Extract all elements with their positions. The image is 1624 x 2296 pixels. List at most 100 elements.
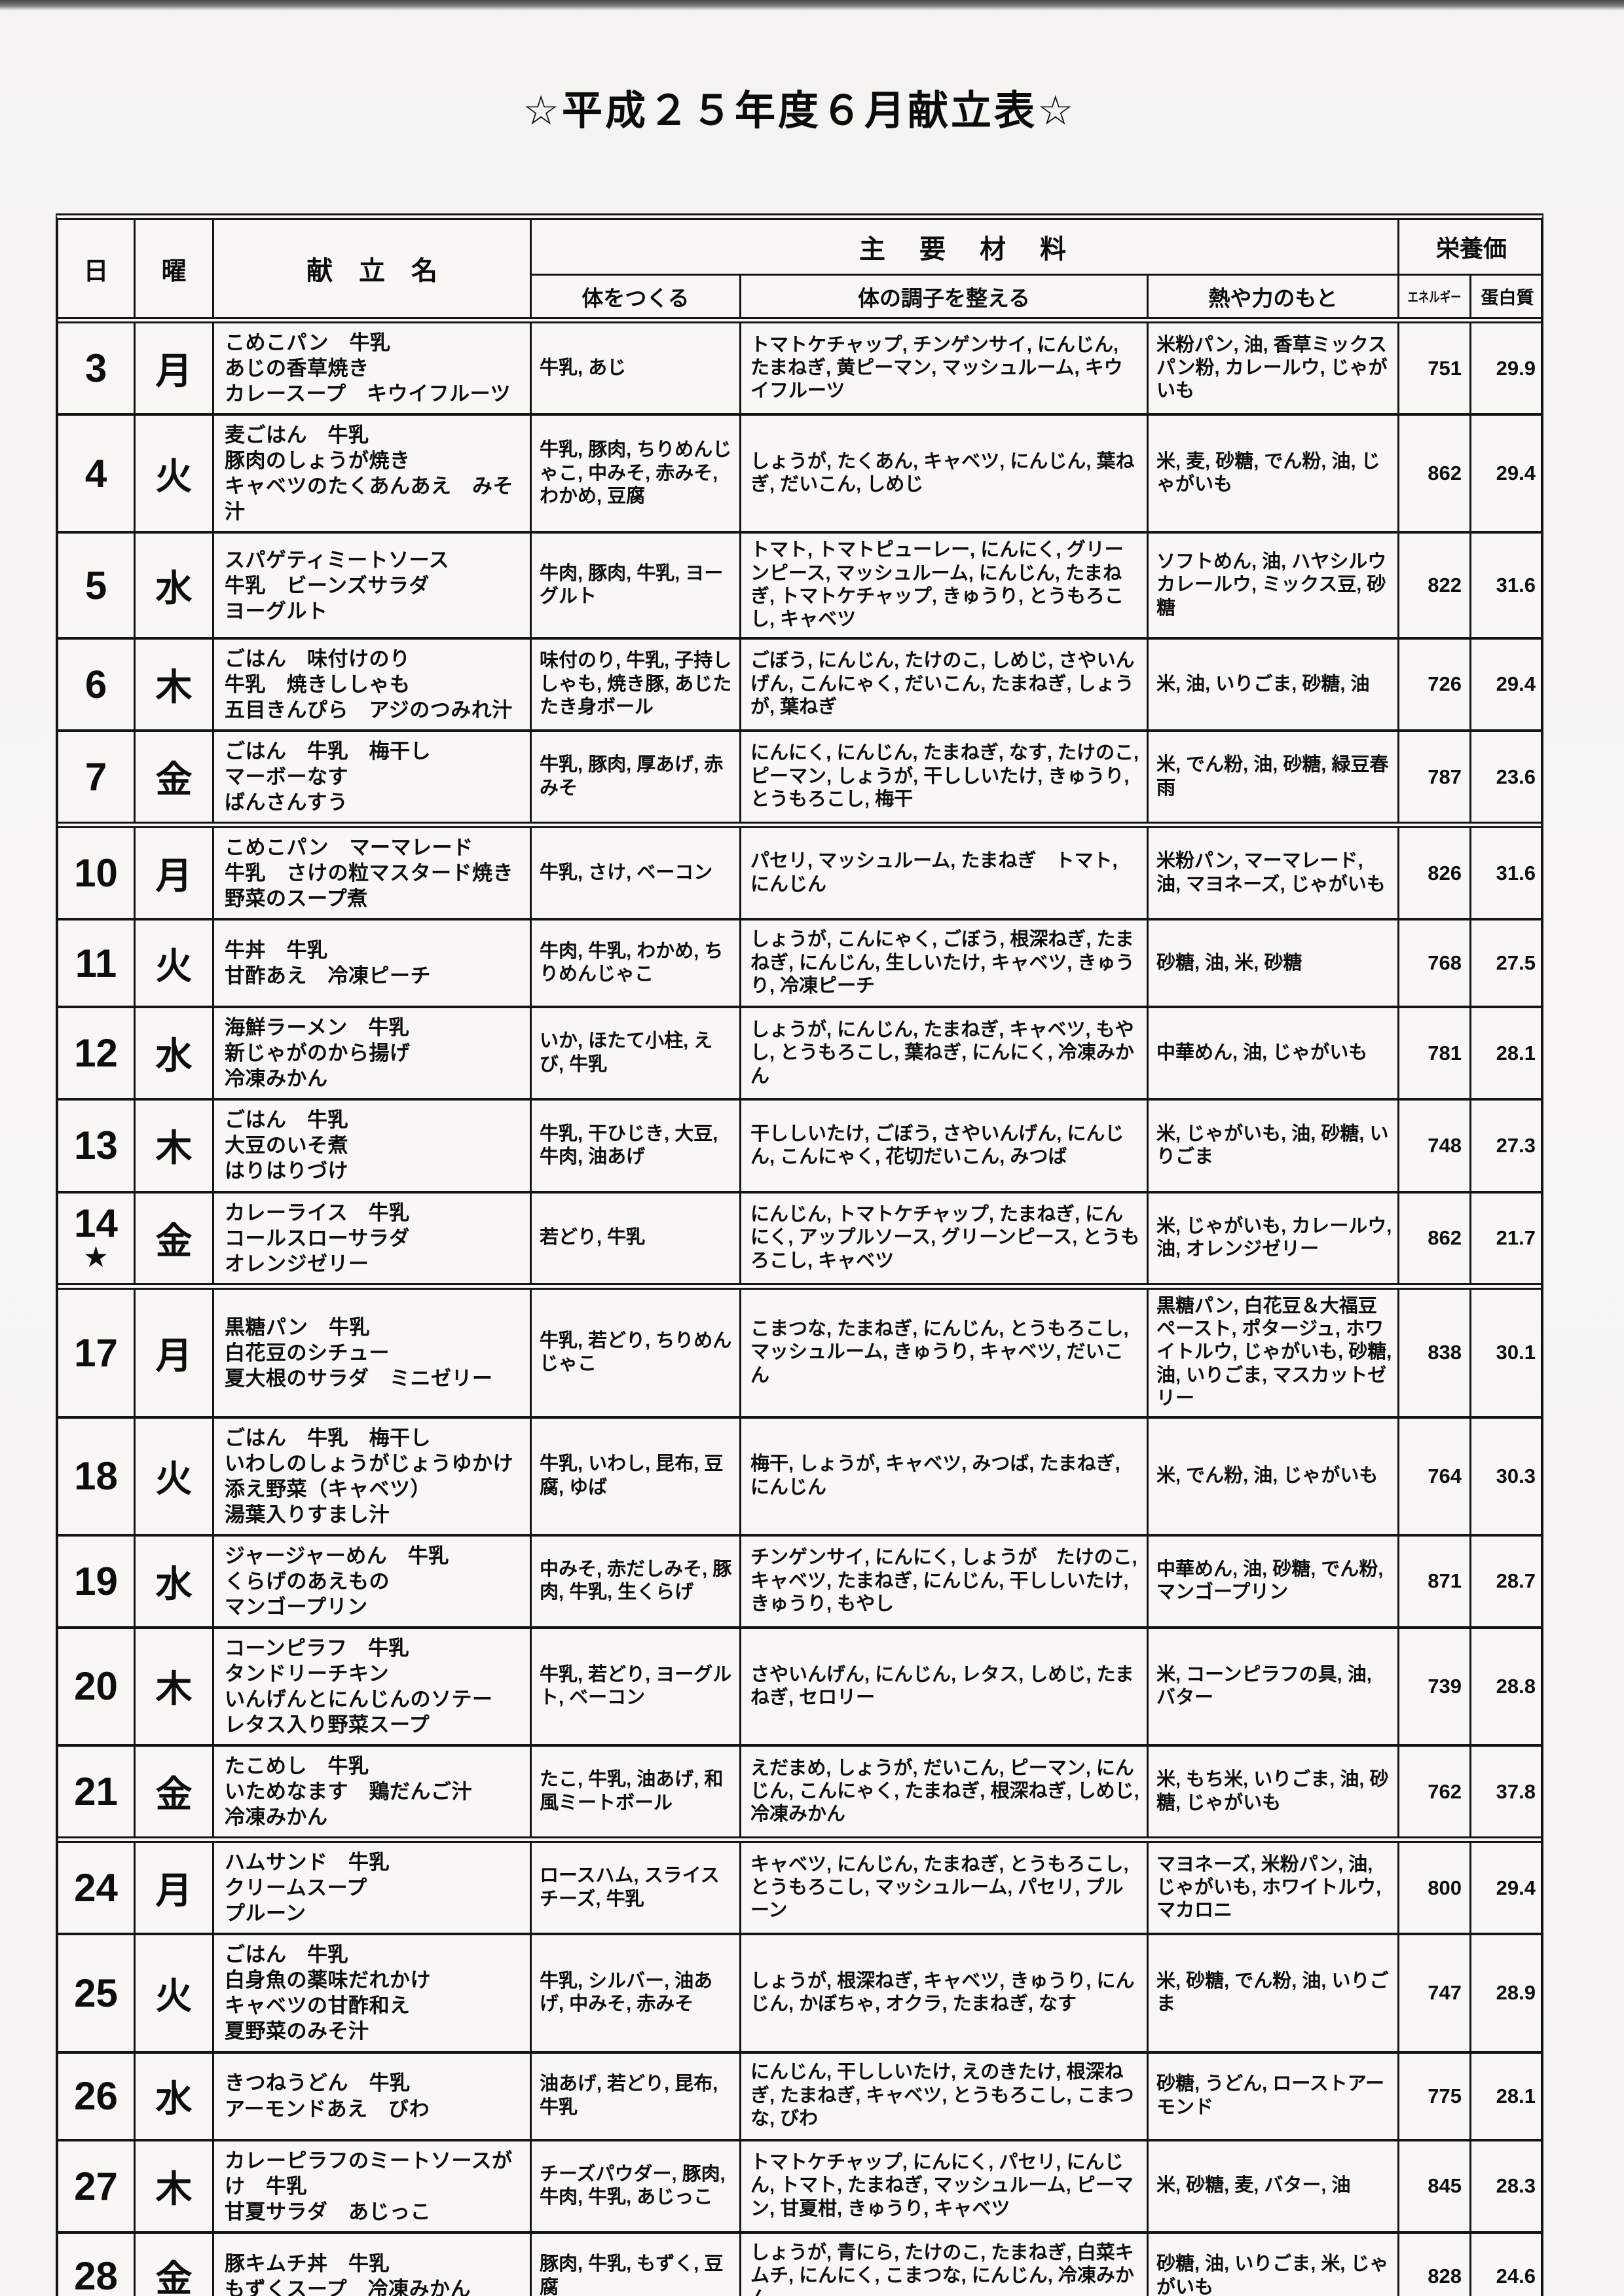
- day-number: 13: [74, 1123, 118, 1168]
- cell-protein: 28.8: [1469, 1628, 1543, 1745]
- cell-weekday: 月: [134, 323, 212, 414]
- cell-regulate-body: 梅干, しょうが, キャベツ, みつば, たまねぎ, にんじん: [739, 1418, 1147, 1534]
- cell-day: 24: [58, 1843, 134, 1933]
- cell-energy-kcal: 751: [1397, 323, 1469, 414]
- cell-protein: 28.1: [1469, 1008, 1543, 1099]
- cell-day: 25: [58, 1935, 134, 2050]
- cell-energy-source: 米, コーンピラフの具, 油, バター: [1147, 1628, 1397, 1745]
- cell-menu-name: カレーライス 牛乳 コールスローサラダ オレンジゼリー: [212, 1193, 530, 1283]
- cell-energy-kcal: 862: [1397, 416, 1469, 532]
- cell-protein: 23.6: [1469, 731, 1543, 822]
- star-icon: ★: [83, 1241, 109, 1273]
- table-row: 11 火 牛丼 牛乳 甘酢あえ 冷凍ピーチ 牛肉, 牛乳, わかめ, ちりめんじ…: [58, 918, 1541, 1006]
- cell-weekday: 火: [134, 1418, 212, 1534]
- cell-regulate-body: 干ししいたけ, ごぼう, さやいんげん, にんじん, こんにゃく, 花切だいこん…: [739, 1101, 1147, 1191]
- cell-protein: 28.1: [1469, 2053, 1543, 2139]
- cell-protein: 29.4: [1469, 1843, 1543, 1933]
- cell-menu-name: ごはん 牛乳 梅干し マーボーなす ばんさんすう: [212, 731, 530, 822]
- table-header: 日 曜 献 立 名 主 要 材 料 栄養価 体をつくる 体の調子を整える 熱や力…: [58, 220, 1543, 317]
- cell-menu-name: たこめし 牛乳 いためなます 鶏だんご汁 冷凍みかん: [212, 1747, 530, 1837]
- cell-regulate-body: にんにく, にんじん, たまねぎ, なす, たけのこ, ピーマン, しょうが, …: [739, 731, 1147, 822]
- cell-energy-source: 砂糖, 油, いりごま, 米, じゃがいも: [1147, 2233, 1397, 2296]
- table-row: 20 木 コーンピラフ 牛乳 タンドリーチキン いんげんとにんじんのソテー レタ…: [58, 1626, 1543, 1745]
- day-number: 18: [74, 1454, 118, 1499]
- day-number: 11: [75, 941, 117, 985]
- menu-table: 日 曜 献 立 名 主 要 材 料 栄養価 体をつくる 体の調子を整える 熱や力…: [56, 213, 1543, 2296]
- cell-day: 3: [58, 323, 134, 413]
- cell-energy-source: 米, じゃがいも, 油, 砂糖, いりごま: [1147, 1101, 1397, 1191]
- cell-menu-name: 麦ごはん 牛乳 豚肉のしょうが焼き キャベツのたくあんあえ みそ汁: [212, 416, 530, 532]
- cell-protein: 29.9: [1469, 323, 1543, 414]
- day-number: 10: [74, 851, 118, 896]
- cell-energy-source: 米, 麦, 砂糖, でん粉, 油, じゃがいも: [1147, 416, 1397, 532]
- cell-day: 12: [58, 1008, 134, 1098]
- cell-energy-source: 米粉パン, マーマレード, 油, マヨネーズ, じゃがいも: [1147, 828, 1397, 919]
- day-number: 27: [74, 2164, 118, 2208]
- cell-weekday: 水: [134, 1536, 212, 1626]
- cell-energy-kcal: 775: [1397, 2053, 1469, 2139]
- day-number: 20: [74, 1664, 118, 1709]
- cell-protein: 28.3: [1469, 2141, 1543, 2231]
- col-header-nutrition: 栄養価: [1397, 220, 1543, 274]
- cell-energy-kcal: 822: [1397, 534, 1469, 637]
- cell-regulate-body: ごぼう, にんじん, たけのこ, しめじ, さやいんげん, こんにゃく, だいこ…: [739, 639, 1147, 729]
- day-number: 4: [84, 451, 107, 496]
- cell-energy-source: 中華めん, 油, じゃがいも: [1147, 1008, 1397, 1099]
- cell-regulate-body: さやいんげん, にんじん, レタス, しめじ, たまねぎ, セロリー: [739, 1628, 1147, 1745]
- table-row: 17 月 黒糖パン 牛乳 白花豆のシチュー 夏大根のサラダ ミニゼリー 牛乳, …: [58, 1283, 1541, 1416]
- cell-weekday: 水: [134, 1008, 212, 1099]
- table-row: 5 水 スパゲティミートソース 牛乳 ビーンズサラダ ヨーグルト 牛肉, 豚肉,…: [58, 531, 1541, 637]
- cell-day: 13: [58, 1101, 134, 1190]
- cell-build-body: 豚肉, 牛乳, もずく, 豆腐: [530, 2233, 739, 2296]
- cell-energy-source: 米, でん粉, 油, じゃがいも: [1147, 1418, 1397, 1534]
- cell-day: 20: [58, 1629, 134, 1744]
- cell-regulate-body: しょうが, にんじん, たまねぎ, キャベツ, もやし, とうもろこし, 葉ねぎ…: [739, 1008, 1147, 1099]
- cell-weekday: 火: [134, 416, 212, 532]
- cell-weekday: 木: [134, 639, 212, 729]
- cell-protein: 29.4: [1469, 639, 1543, 729]
- cell-energy-kcal: 871: [1397, 1536, 1469, 1626]
- cell-day: 10: [58, 828, 134, 918]
- day-number: 25: [74, 1971, 118, 2015]
- day-number: 7: [84, 755, 107, 799]
- cell-protein: 31.6: [1469, 828, 1543, 919]
- cell-energy-kcal: 838: [1397, 1289, 1469, 1416]
- cell-protein: 30.1: [1469, 1289, 1543, 1416]
- day-number: 26: [74, 2074, 118, 2119]
- page-title: ☆平成２５年度６月献立表☆: [523, 88, 1077, 134]
- cell-regulate-body: パセリ, マッシュルーム, たまねぎ トマト, にんじん: [739, 828, 1147, 919]
- cell-day: 18: [58, 1419, 134, 1534]
- col-header-energy-source: 熱や力のもと: [1147, 274, 1397, 317]
- table-row: 13 木 ごはん 牛乳 大豆のいそ煮 はりはりづけ 牛乳, 干ひじき, 大豆, …: [58, 1098, 1541, 1191]
- cell-weekday: 木: [134, 1101, 212, 1191]
- cell-build-body: 牛乳, 豚肉, 厚あげ, 赤みそ: [530, 731, 739, 822]
- cell-energy-source: 米, じゃがいも, カレールウ, 油, オレンジゼリー: [1147, 1193, 1397, 1283]
- cell-protein: 30.3: [1469, 1418, 1543, 1534]
- col-header-weekday: 曜: [134, 220, 212, 317]
- cell-menu-name: 豚キムチ丼 牛乳 もずくスープ 冷凍みかん: [212, 2233, 530, 2296]
- cell-energy-kcal: 781: [1397, 1008, 1469, 1099]
- cell-weekday: 金: [134, 2233, 212, 2296]
- cell-protein: 21.7: [1469, 1193, 1543, 1283]
- col-header-build-body: 体をつくる: [530, 274, 739, 317]
- table-body: 3 月 こめこパン 牛乳 あじの香草焼き カレースープ キウイフルーツ 牛乳, …: [58, 317, 1541, 2296]
- cell-energy-kcal: 748: [1397, 1101, 1469, 1191]
- cell-build-body: 牛乳, シルバー, 油あげ, 中みそ, 赤みそ: [530, 1935, 739, 2051]
- cell-energy-source: 中華めん, 油, 砂糖, でん粉, マンゴープリン: [1147, 1536, 1397, 1626]
- cell-weekday: 火: [134, 920, 212, 1006]
- col-header-energy-kcal: エネルギー: [1397, 274, 1469, 317]
- cell-day: 19: [58, 1537, 134, 1626]
- col-header-energy-kcal-label: エネルギー: [1407, 289, 1462, 305]
- cell-energy-kcal: 845: [1397, 2141, 1469, 2231]
- cell-protein: 31.6: [1469, 534, 1543, 637]
- cell-weekday: 水: [134, 534, 212, 637]
- cell-day: 28: [58, 2234, 134, 2296]
- cell-regulate-body: えだまめ, しょうが, だいこん, ピーマン, にんじん, こんにゃく, たまね…: [739, 1747, 1147, 1837]
- table-row: 14 ★ 金 カレーライス 牛乳 コールスローサラダ オレンジゼリー 若どり, …: [58, 1190, 1543, 1283]
- day-number: 12: [74, 1031, 118, 1076]
- day-number: 21: [74, 1770, 118, 1814]
- cell-energy-kcal: 800: [1397, 1843, 1469, 1933]
- cell-regulate-body: しょうが, 青にら, たけのこ, たまねぎ, 白菜キムチ, にんにく, こまつな…: [739, 2233, 1147, 2296]
- cell-build-body: いか, ほたて小柱, えび, 牛乳: [530, 1008, 739, 1099]
